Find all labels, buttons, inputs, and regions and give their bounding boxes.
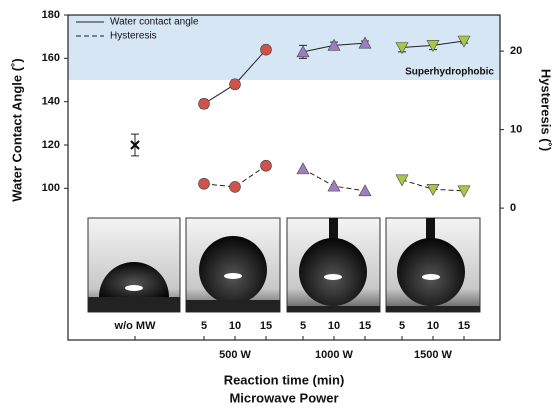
marker xyxy=(260,159,272,172)
frame xyxy=(67,14,501,341)
superhydrophobic-band xyxy=(68,15,500,80)
marker xyxy=(130,140,140,150)
legend-label: Water contact angle xyxy=(110,17,199,28)
group-label: 500 W xyxy=(219,349,251,361)
x-tick-label: 10 xyxy=(229,320,241,332)
y2-axis-title: Hysteresis (˚) xyxy=(539,69,554,151)
x-tick-label: 5 xyxy=(201,320,207,332)
x-tick-label: w/o MW xyxy=(114,320,157,332)
marker xyxy=(198,177,210,190)
x-tick-label: 15 xyxy=(260,320,272,332)
x-tick-label: 15 xyxy=(359,320,371,332)
y-tick-label: 100 xyxy=(42,182,60,194)
y-tick-label: 140 xyxy=(42,96,60,108)
marker xyxy=(229,181,241,193)
y-tick-label: 180 xyxy=(42,9,60,21)
series-line xyxy=(203,165,267,188)
x-tick-label: 5 xyxy=(300,320,306,332)
legend-label: Hysteresis xyxy=(110,31,157,42)
marker xyxy=(327,38,341,51)
marker xyxy=(457,35,471,48)
marker xyxy=(395,42,409,55)
band-label: Superhydrophobic xyxy=(405,67,494,78)
x-axis-title: Microwave Power xyxy=(229,390,338,405)
marker xyxy=(296,162,310,175)
group-label: 1500 W xyxy=(414,349,453,361)
y-axis-title: Water Contact Angle (˚) xyxy=(9,58,24,201)
marker xyxy=(426,183,440,196)
x-tick-label: 15 xyxy=(458,320,470,332)
marker xyxy=(457,185,471,198)
marker xyxy=(260,43,272,56)
y2-tick-label: 20 xyxy=(510,45,522,57)
droplet-images xyxy=(87,217,481,313)
y-tick-label: 160 xyxy=(42,52,60,64)
annotations: Superhydrophobic w/o MW 5 10 15 5 10 15 5 10 15 500… xyxy=(9,17,553,406)
y2-tick-label: 10 xyxy=(510,124,522,136)
marker xyxy=(426,40,440,52)
marker xyxy=(395,174,409,187)
plot-area: 100 120 140 160 180 0 10 20 xyxy=(42,9,522,341)
y-tick-label: 120 xyxy=(42,139,60,151)
marker xyxy=(296,45,310,58)
group-label: 1000 W xyxy=(315,349,354,361)
marker xyxy=(358,184,372,197)
marker xyxy=(327,179,341,192)
x-axis-title: Reaction time (min) xyxy=(224,372,345,387)
x-tick-label: 5 xyxy=(399,320,405,332)
y2-tick-label: 0 xyxy=(510,202,516,214)
x-tick-label: 10 xyxy=(427,320,439,332)
x-tick-label: 10 xyxy=(328,320,340,332)
marker xyxy=(229,78,241,91)
marker xyxy=(198,98,210,110)
marker xyxy=(358,36,372,49)
